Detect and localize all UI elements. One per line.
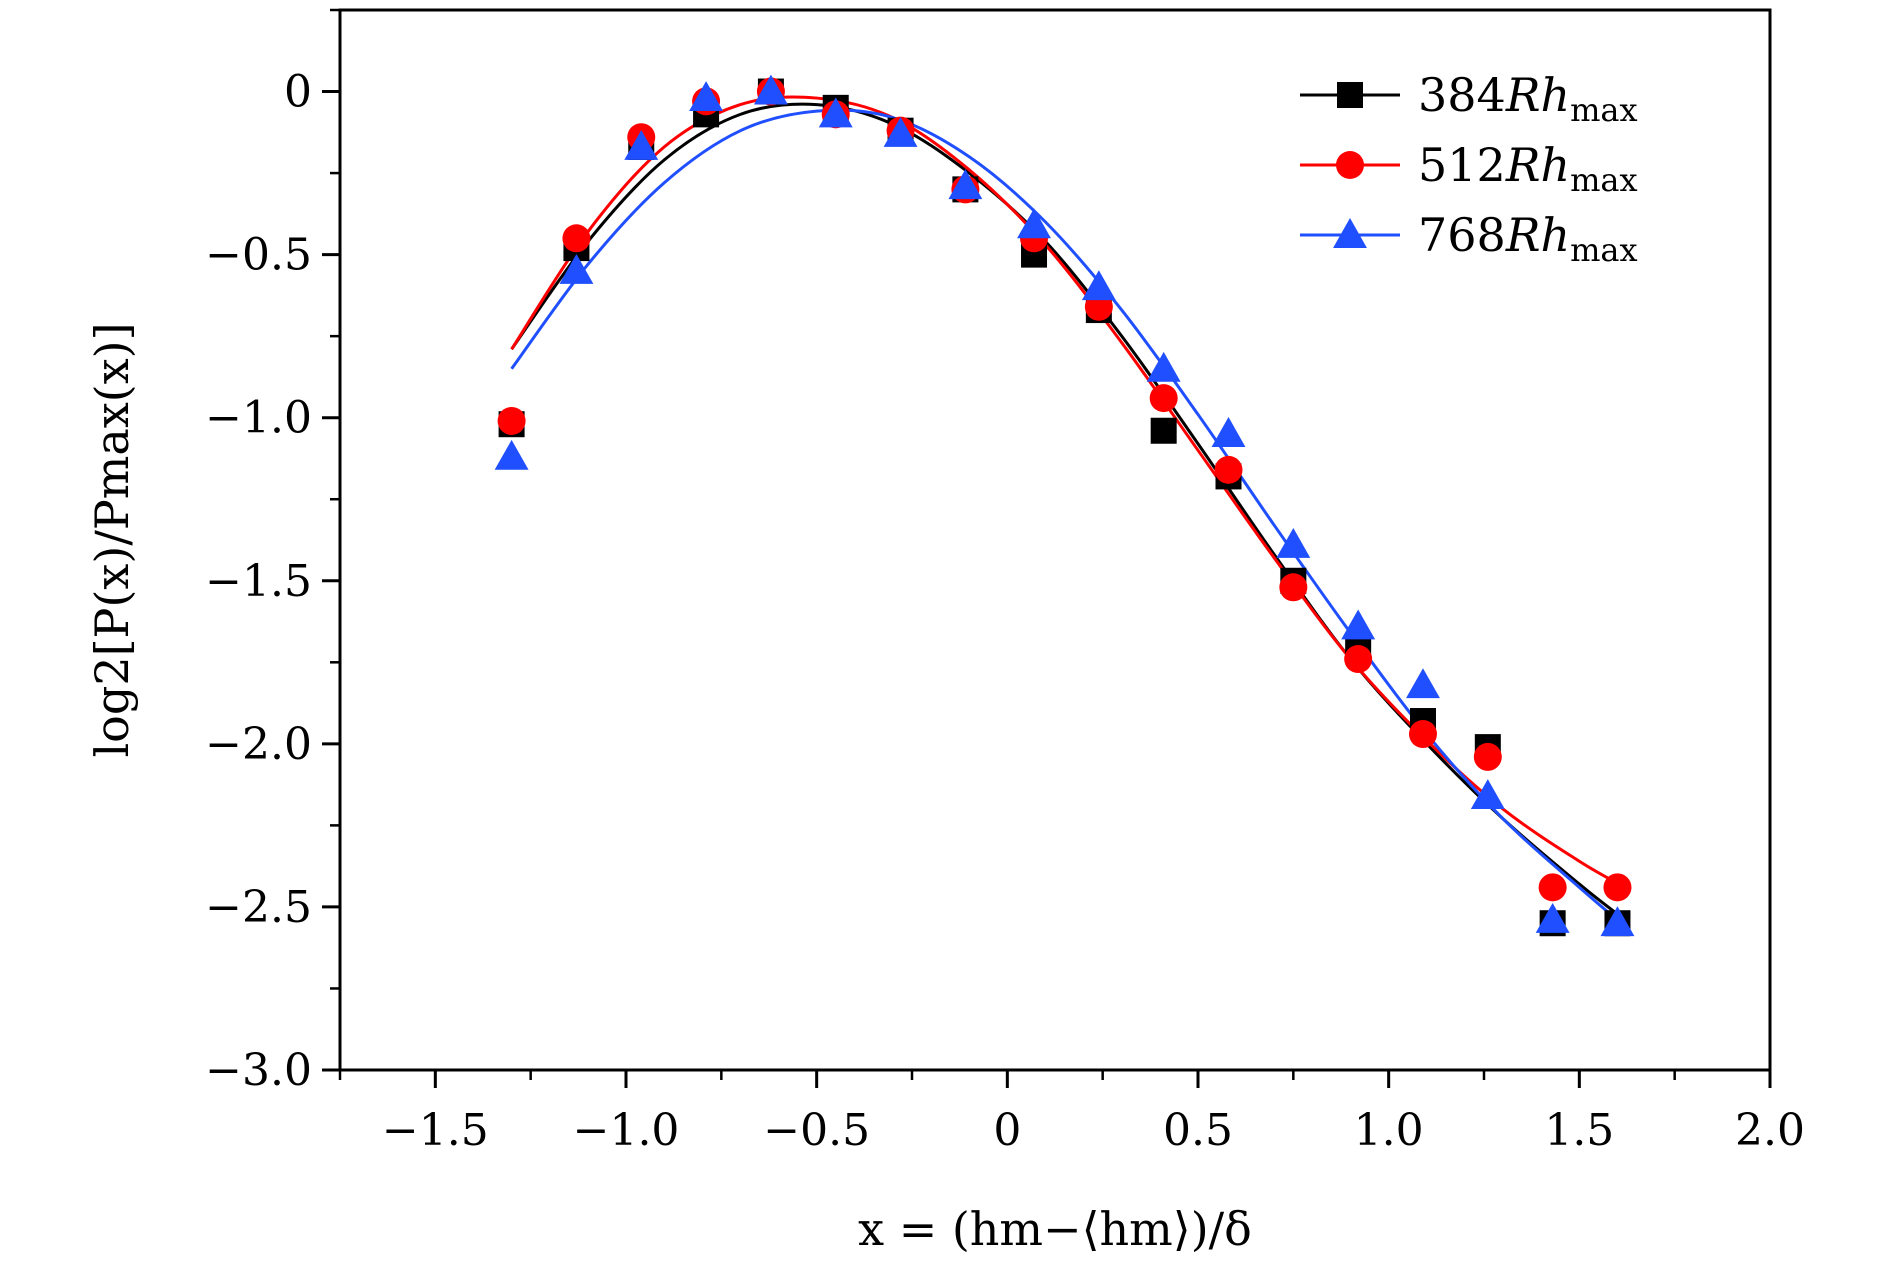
square-marker [1337, 82, 1363, 108]
y-tick-label: −3.0 [205, 1045, 312, 1096]
triangle-marker [1276, 527, 1311, 558]
triangle-marker [1470, 779, 1505, 809]
circle-marker [1214, 455, 1243, 484]
y-tick-label: 0 [284, 67, 312, 118]
triangle-marker [1341, 609, 1376, 640]
square-marker [1150, 417, 1177, 444]
x-axis-label: x = (hm−⟨hm⟩)/δ [858, 1202, 1252, 1256]
triangle-marker [818, 97, 853, 128]
legend-label: 768Rhmax [1418, 208, 1638, 269]
triangle-marker [1333, 218, 1367, 248]
circle-marker [1336, 151, 1364, 179]
y-tick-label: −2.0 [205, 719, 312, 770]
plot-frame [338, 8, 1772, 1072]
x-tick-label: −1.5 [382, 1105, 489, 1156]
y-axis-title: log2[P(x)/Pmax(x)] [85, 322, 139, 757]
legend-entry: 384Rhmax [1300, 68, 1638, 129]
axis-ticks: −1.5 −1.0 −0.5 0 0.5 1.0 1.5 2.0 0 −0.5 −1.0 −1.5 −2… [205, 8, 1805, 1156]
triangle-marker [1081, 270, 1116, 301]
circle-marker [1473, 742, 1502, 771]
legend-entry: 768Rhmax [1300, 208, 1638, 269]
legend-entry: 512Rhmax [1300, 138, 1638, 199]
y-tick-label: −1.5 [205, 556, 312, 607]
x-tick-label: −0.5 [763, 1105, 870, 1156]
y-tick-label: −1.0 [205, 393, 312, 444]
triangle-marker [624, 130, 659, 160]
circle-marker [497, 406, 526, 435]
legend-label: 512Rhmax [1418, 138, 1638, 199]
x-tick-label: 0 [993, 1105, 1021, 1156]
circle-marker [562, 224, 591, 253]
triangle-marker [883, 116, 918, 147]
triangle-marker [948, 169, 983, 200]
triangle-marker [1535, 903, 1570, 933]
series-768Rhmax [494, 74, 1635, 937]
circle-marker [1603, 873, 1632, 902]
y-tick-label: −0.5 [205, 230, 312, 281]
data-markers [494, 74, 1635, 937]
triangle-marker [1600, 906, 1635, 937]
triangle-marker [1406, 668, 1440, 699]
legend: 384Rhmax 512Rhmax 768Rhmax [1300, 68, 1638, 269]
x-tick-label: 0.5 [1163, 1105, 1233, 1156]
triangle-marker [1146, 351, 1181, 382]
y-tick-label: −2.5 [205, 882, 312, 933]
circle-marker [1408, 720, 1437, 749]
circle-marker [1344, 645, 1373, 674]
triangle-marker [1211, 417, 1246, 447]
triangle-marker [753, 74, 788, 105]
circle-marker [1538, 873, 1567, 902]
triangle-marker [689, 81, 724, 112]
triangle-marker [494, 439, 529, 470]
triangle-marker [559, 253, 594, 284]
x-tick-label: 1.0 [1354, 1105, 1424, 1156]
x-tick-label: 1.5 [1544, 1105, 1614, 1156]
x-tick-label: 2.0 [1735, 1105, 1805, 1156]
circle-marker [1149, 384, 1178, 413]
y-axis-label: log2[P(x)/Pmax(x)] [85, 322, 139, 757]
x-tick-label: −1.0 [573, 1105, 680, 1156]
x-axis-title: x = (hm−⟨hm⟩)/δ [858, 1202, 1252, 1256]
circle-marker [1279, 573, 1308, 602]
triangle-marker [1017, 208, 1051, 239]
legend-label: 384Rhmax [1418, 68, 1638, 129]
